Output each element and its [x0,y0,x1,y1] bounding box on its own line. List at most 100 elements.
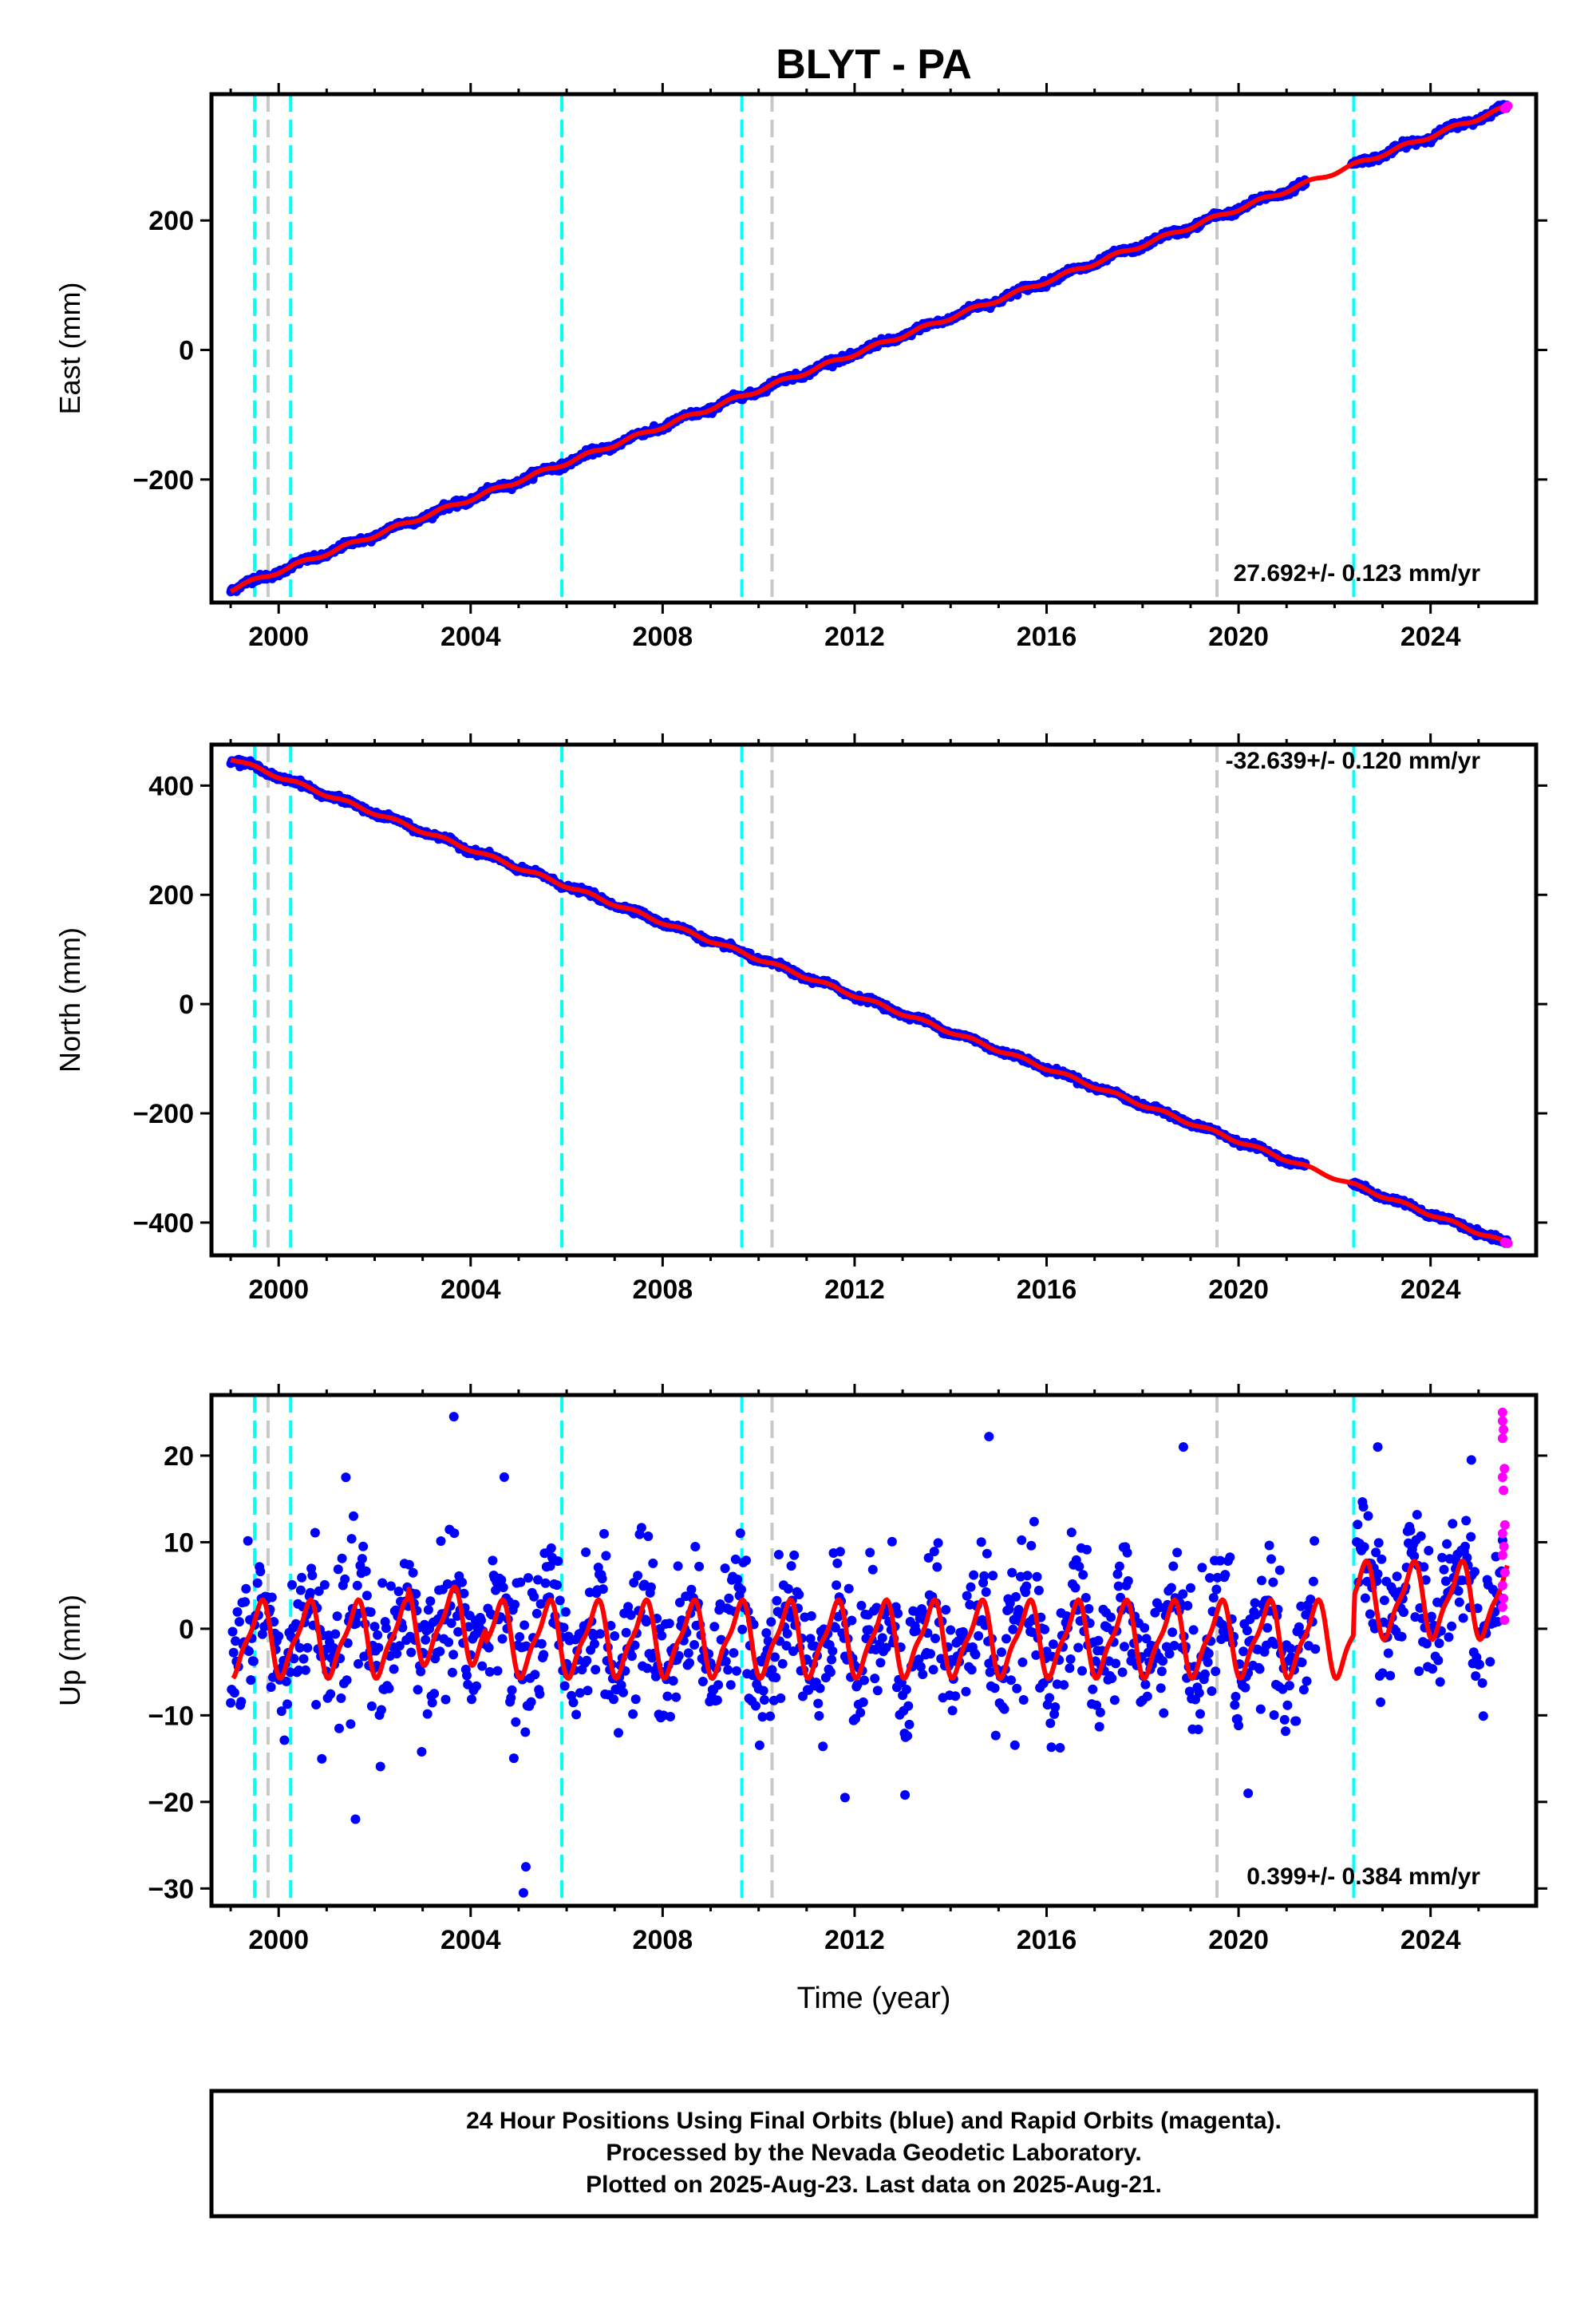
final-orbit-point [724,1593,734,1603]
final-orbit-point [685,1658,694,1668]
final-orbit-point [307,1571,318,1580]
final-orbit-point [274,1631,284,1642]
final-orbit-point [369,1622,380,1632]
final-orbit-point [599,1528,609,1539]
final-orbit-point [234,1617,244,1627]
final-orbit-point [477,1661,488,1671]
final-orbit-point [610,1631,620,1641]
final-orbit-point [248,1656,259,1666]
y-axis-label: North (mm) [53,927,86,1073]
final-orbit-point [626,1651,637,1662]
final-orbit-point [472,1681,481,1691]
x-tick-label: 2024 [1400,622,1461,652]
final-orbit-point [246,1675,256,1686]
model-line [230,757,1509,1245]
final-orbit-point [546,1543,556,1553]
final-orbit-point [421,1634,431,1645]
final-orbit-point [384,1683,394,1694]
final-orbit-point [621,1627,631,1638]
final-orbit-point [252,1578,263,1588]
final-orbit-point [352,1580,362,1591]
final-orbit-point [243,1535,253,1546]
final-orbit-point [686,1584,697,1595]
final-orbit-point [341,1472,351,1483]
final-orbit-point [361,1591,372,1601]
final-orbit-point [519,1620,530,1630]
final-orbit-point [646,1582,656,1592]
final-orbit-point [510,1599,520,1610]
final-orbit-point [376,1705,386,1715]
final-orbit-point [226,1697,236,1708]
final-orbit-point [591,1665,601,1675]
event-lines [253,94,1356,603]
final-orbit-point [582,1655,592,1666]
final-orbit-point [720,1563,730,1574]
x-tick-label: 2016 [1017,622,1077,652]
final-orbit-point [298,1654,309,1664]
final-orbit-point [435,1646,445,1657]
final-orbit-point [305,1587,315,1598]
final-orbit-point [694,1561,705,1571]
final-orbit-point [236,1697,247,1707]
final-orbit-point [721,1656,731,1666]
final-orbit-point [342,1675,352,1686]
rate-label: -32.639+/- 0.120 mm/yr [1226,748,1481,774]
rapid-orbit-points [1499,101,1513,113]
final-orbit-point [310,1528,320,1538]
x-axis-ticks: 2000 2004 2008 2012 2016 2020 2024 [229,83,1480,652]
final-orbit-point [666,1712,675,1721]
panels: 2000 2004 2008 2012 2016 2020 20242000−200East… [53,83,1547,1955]
rate-label: 27.692+/- 0.123 mm/yr [1234,560,1481,587]
final-orbit-point [300,1665,310,1675]
final-orbit-point [357,1554,367,1564]
final-orbit-point [317,1753,327,1764]
final-orbit-point [302,1642,313,1653]
final-orbit-point [326,1689,336,1699]
y-tick-label: −400 [132,1208,194,1239]
final-orbit-point [671,1692,681,1702]
final-orbit-point [497,1634,508,1644]
final-orbit-point [508,1753,519,1764]
final-orbit-point [559,1681,570,1691]
final-orbit-point [553,1556,563,1567]
final-orbit-point [346,1534,357,1544]
final-orbit-point [662,1691,673,1701]
x-tick-label: 2000 [248,1275,309,1305]
final-orbit-point [535,1689,545,1699]
final-orbit-point [583,1686,593,1696]
final-orbit-point [295,1585,306,1595]
final-orbit-point [448,1650,459,1660]
final-orbit-point [530,1670,540,1680]
y-tick-label: −200 [132,465,194,496]
final-orbit-point [393,1587,404,1596]
final-orbit-point [462,1670,472,1681]
x-tick-label: 2020 [1208,1275,1269,1305]
y-tick-label: 200 [148,880,194,911]
final-orbit-point [332,1611,342,1622]
final-orbit-point [601,1551,611,1561]
x-tick-label: 2008 [633,1275,693,1305]
final-orbit-point [408,1567,418,1578]
final-orbit-point [568,1697,579,1708]
final-orbit-point [240,1597,251,1607]
final-orbit-point [311,1700,322,1709]
final-orbit-point [423,1605,433,1615]
final-orbit-point [389,1664,399,1674]
final-orbit-point [713,1680,724,1690]
final-orbit-point [609,1694,618,1705]
final-orbit-point [476,1615,486,1626]
final-orbit-point [354,1658,363,1669]
final-orbit-point [689,1640,700,1650]
final-orbit-point [279,1735,290,1745]
final-orbit-point [349,1511,358,1521]
final-orbit-point [492,1666,503,1676]
final-orbit-point [422,1709,433,1719]
final-orbit-point [267,1592,277,1603]
final-orbit-point [449,1528,460,1539]
final-orbit-point [590,1638,599,1649]
final-orbit-point [712,1695,722,1705]
x-tick-label: 2016 [1017,1275,1077,1305]
final-orbit-point [241,1583,251,1594]
final-orbit-point [597,1574,607,1584]
